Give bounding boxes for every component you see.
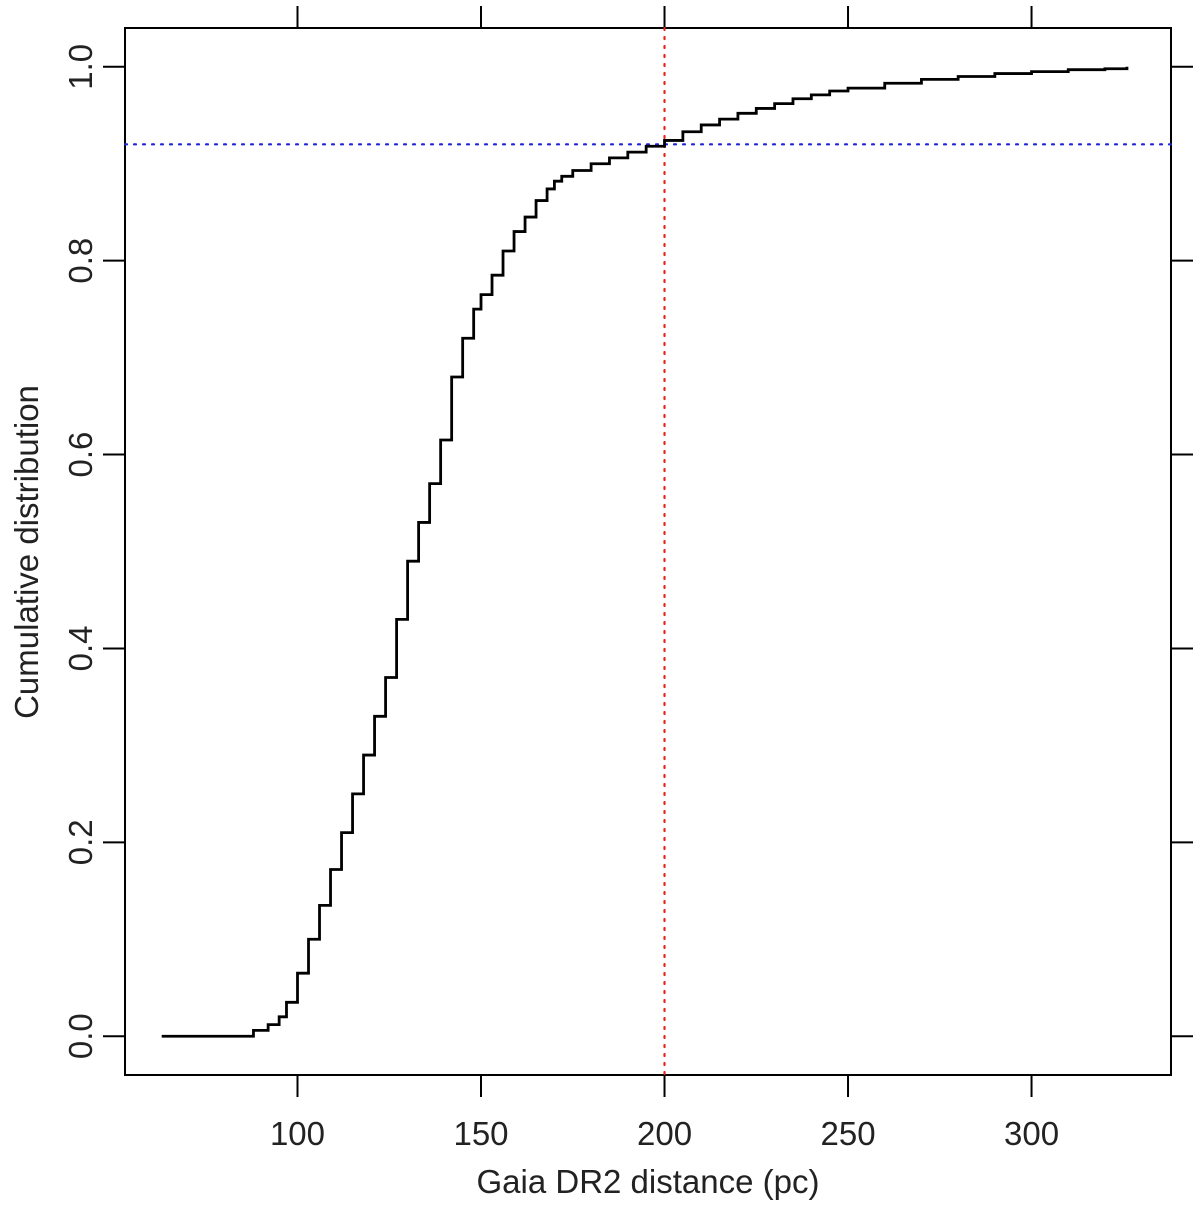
x-tick-label: 150 bbox=[453, 1115, 508, 1152]
y-tick-label: 0.2 bbox=[62, 819, 99, 865]
y-tick-label: 0.8 bbox=[62, 238, 99, 284]
y-tick-label: 0.0 bbox=[62, 1013, 99, 1059]
x-tick-label: 100 bbox=[270, 1115, 325, 1152]
cdf-step-line bbox=[161, 66, 1129, 1038]
plot-frame bbox=[124, 27, 1172, 1076]
series-layer bbox=[161, 66, 1129, 1038]
y-axis-title: Cumulative distribution bbox=[8, 385, 45, 719]
y-tick-label: 0.6 bbox=[62, 432, 99, 478]
y-axis-ticks bbox=[103, 65, 1193, 1038]
y-tick-label: 1.0 bbox=[62, 44, 99, 90]
y-axis-tick-labels: 0.0 0.2 0.4 0.6 0.8 1.0 bbox=[62, 44, 99, 1059]
x-tick-label: 300 bbox=[1004, 1115, 1059, 1152]
x-tick-label: 200 bbox=[637, 1115, 692, 1152]
x-axis-tick-labels: 100 150 200 250 300 bbox=[270, 1115, 1059, 1152]
reference-lines bbox=[123, 26, 1173, 1077]
y-tick-label: 0.4 bbox=[62, 626, 99, 672]
x-axis-title: Gaia DR2 distance (pc) bbox=[477, 1163, 820, 1200]
x-tick-label: 250 bbox=[820, 1115, 875, 1152]
x-axis-ticks bbox=[296, 6, 1033, 1097]
